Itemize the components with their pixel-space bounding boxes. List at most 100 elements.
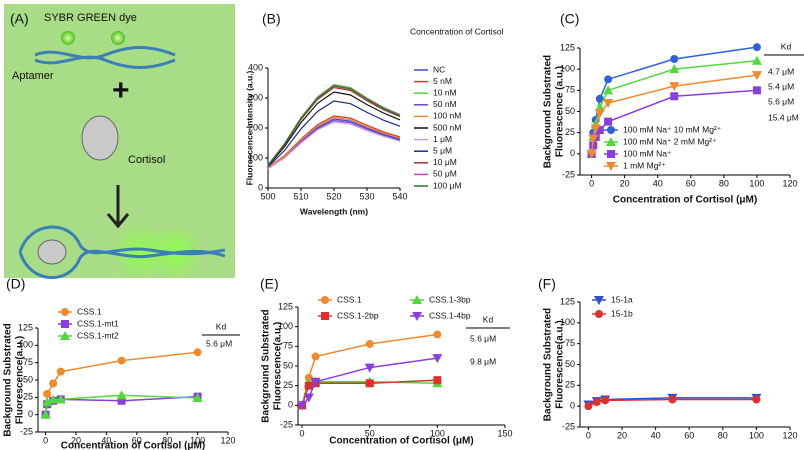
y-axis-label: Fluorescence(a.u.) (15, 336, 26, 424)
marker (56, 367, 65, 376)
panel-label: (E) (260, 276, 279, 292)
y-tick-label: 0 (288, 400, 293, 410)
y-tick-label: 125 (560, 296, 575, 306)
x-tick-label: 0 (586, 430, 591, 440)
marker (588, 134, 599, 144)
legend-marker (61, 308, 69, 316)
marker (55, 394, 66, 404)
y-axis-label: Fluorescence Intensity (a.u.) (244, 70, 254, 185)
marker (670, 55, 679, 64)
legend-label: 15-1b (611, 308, 633, 318)
legend-label: 100 nM (433, 111, 461, 121)
y-tick-label: 125 (278, 301, 293, 311)
y-tick-label: 75 (23, 357, 33, 367)
marker (365, 379, 374, 388)
y-tick-label: 300 (248, 92, 263, 102)
marker (297, 401, 308, 411)
x-tick-label: 510 (293, 191, 308, 201)
x-tick-label: 80 (719, 178, 729, 188)
legend-label: 50 μM (433, 169, 457, 179)
dye-icon (111, 31, 125, 45)
y-tick-label: 75 (565, 85, 575, 95)
legend-label: 10 μM (433, 157, 457, 167)
marker (601, 396, 610, 405)
legend-marker (60, 331, 70, 340)
y-tick-label: 400 (248, 62, 263, 72)
legend-marker (321, 312, 329, 320)
panel-label: (C) (560, 11, 579, 27)
legend-marker (412, 295, 422, 304)
y-axis-label: Background Substrated (543, 55, 554, 168)
marker (592, 398, 601, 406)
marker (303, 393, 314, 403)
legend-label: 100 μM (433, 180, 462, 190)
legend-label: CSS.1 (77, 306, 102, 316)
marker (595, 94, 604, 103)
x-tick-label: 20 (620, 178, 630, 188)
x-tick-label: 20 (617, 430, 627, 440)
panel-label: (A) (10, 11, 29, 27)
marker (193, 348, 202, 357)
y-tick-label: 100 (18, 340, 33, 350)
marker (604, 75, 613, 84)
cortisol-icon (81, 115, 119, 161)
x-axis-label: Concentration of Cortisol (μM) (329, 436, 473, 447)
marker (670, 92, 679, 101)
legend-label: 5 μM (433, 145, 452, 155)
legend-label: 1 mM Mg²⁺ (623, 160, 666, 170)
legend-label: CSS.1-3bp (429, 294, 471, 304)
x-tick-label: 40 (101, 435, 111, 445)
x-tick-label: 0 (589, 178, 594, 188)
x-tick-label: 150 (497, 428, 512, 438)
spectrum-line (267, 91, 401, 167)
x-axis-label: Wavelength (nm) (300, 206, 368, 216)
y-tick-label: 0 (570, 401, 575, 411)
marker (752, 86, 761, 95)
x-tick-label: 60 (684, 430, 694, 440)
y-axis-label: Background Substrated (543, 308, 554, 421)
marker (433, 376, 442, 385)
kd-value: 5.6 μM (470, 333, 496, 343)
marker (304, 381, 313, 390)
marker (117, 356, 126, 365)
x-tick-label: 100 (430, 428, 445, 438)
x-tick-label: 50 (365, 428, 375, 438)
marker (586, 149, 597, 159)
marker (752, 43, 761, 52)
legend-label: 5 nM (433, 76, 452, 86)
aptamer-label: Aptamer (12, 70, 54, 82)
aptamer-icon (34, 46, 176, 69)
panel-a: (A) SYBR GREEN dye Aptamer + Cortisol (4, 4, 235, 280)
legend-label: 15-1a (611, 294, 633, 304)
marker (751, 55, 762, 65)
y-tick-label: 100 (248, 152, 263, 162)
legend-label: NC (433, 64, 445, 74)
panel-label: (D) (6, 276, 25, 292)
kd-value: 15.4 μM (768, 112, 799, 122)
x-tick-label: 100 (749, 178, 764, 188)
legend-label: CSS.1-mt2 (77, 330, 119, 340)
kd-header: Kd (483, 314, 494, 324)
marker (364, 363, 375, 373)
marker (669, 82, 680, 92)
marker (49, 379, 58, 388)
legend-label: 500 nM (433, 122, 461, 132)
kd-value: 5.6 μM (768, 96, 794, 106)
kd-value: 5.6 μM (206, 338, 232, 348)
marker (594, 109, 605, 119)
x-tick-label: 40 (651, 430, 661, 440)
y-tick-label: 125 (18, 322, 33, 332)
y-tick-label: -25 (20, 426, 33, 436)
legend-marker (606, 162, 616, 171)
x-tick-label: 80 (162, 435, 172, 445)
y-axis-label: Background Substrated (261, 309, 272, 422)
y-tick-label: -25 (562, 169, 575, 179)
x-axis-label: Concentration of Cortisol (μM) (613, 195, 757, 206)
legend-marker (61, 320, 69, 328)
marker (752, 395, 761, 404)
legend-marker (321, 296, 329, 304)
dye-icon (61, 31, 75, 45)
marker (365, 339, 374, 348)
legend-label: 50 nM (433, 99, 457, 109)
